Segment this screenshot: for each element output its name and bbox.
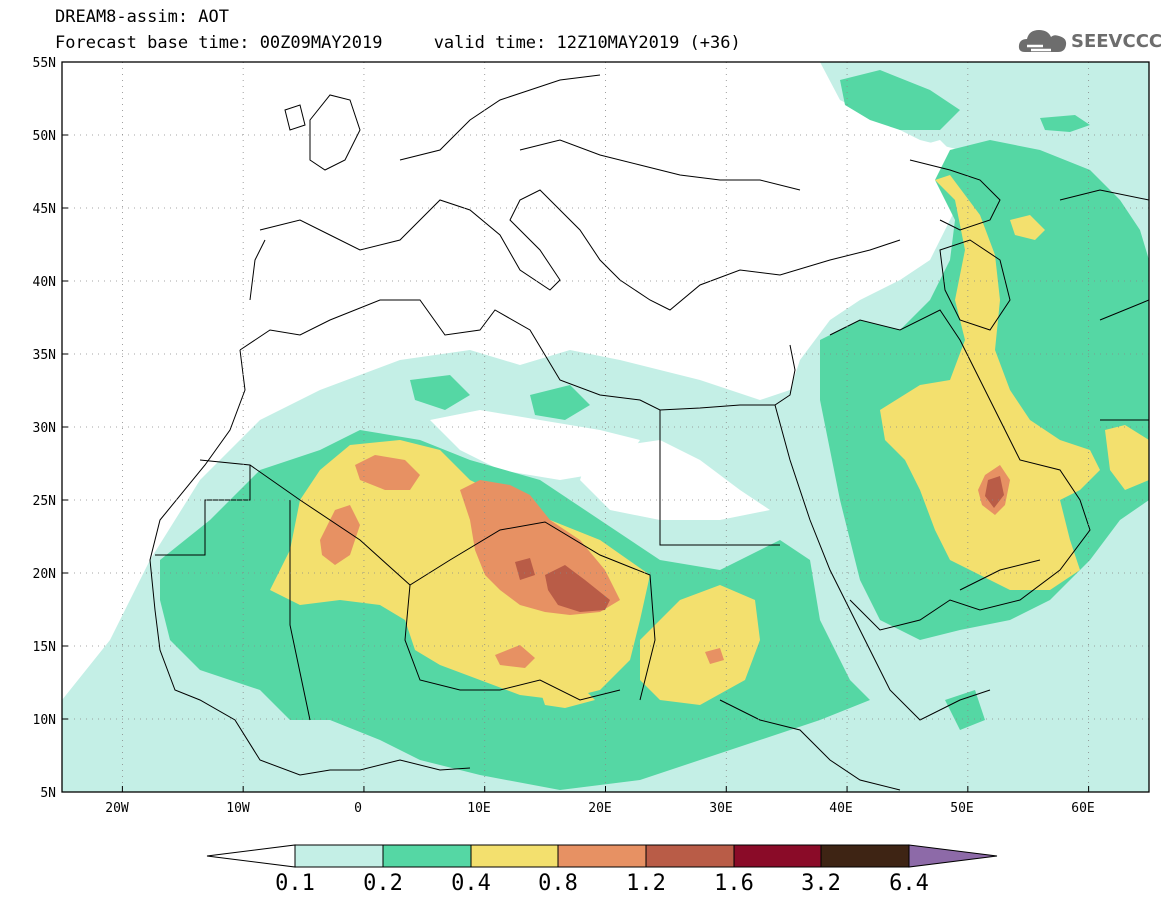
lon-label: 60E xyxy=(1071,801,1094,816)
coastlines xyxy=(149,74,1149,791)
colorbar-cell xyxy=(382,844,472,868)
lon-label: 50E xyxy=(950,801,973,816)
cloud-icon xyxy=(1018,30,1067,52)
lon-label: 20E xyxy=(588,801,611,816)
lat-label: 30N xyxy=(33,421,56,436)
lat-label: 10N xyxy=(33,713,56,728)
lon-label: 20W xyxy=(105,801,129,816)
colorbar-label: 0.4 xyxy=(451,871,491,896)
lon-label: 40E xyxy=(829,801,852,816)
colorbar-cell xyxy=(557,844,647,868)
colorbar-label: 1.2 xyxy=(626,871,666,896)
lat-label: 55N xyxy=(33,56,56,71)
colorbar-label: 3.2 xyxy=(801,871,841,896)
lon-label: 10W xyxy=(226,801,250,816)
lon-label: 30E xyxy=(709,801,732,816)
map-frame xyxy=(61,61,1150,793)
lon-label: 0 xyxy=(354,801,362,816)
lon-label: 10E xyxy=(467,801,490,816)
lat-label: 50N xyxy=(33,129,56,144)
colorbar-label: 6.4 xyxy=(889,871,929,896)
colorbar-cell xyxy=(645,844,735,868)
colorbar-cell xyxy=(820,844,910,868)
lat-label: 20N xyxy=(33,567,56,582)
lat-label: 5N xyxy=(40,786,56,801)
colorbar-cell xyxy=(733,844,822,868)
aot-field xyxy=(62,62,1149,792)
lat-label: 40N xyxy=(33,275,56,290)
lat-label: 15N xyxy=(33,640,56,655)
colorbar-cell xyxy=(470,844,559,868)
colorbar-cell xyxy=(294,844,384,868)
lat-lon-grid xyxy=(62,62,1149,792)
map-title: DREAM8-assim: AOT xyxy=(55,7,229,27)
colorbar-label: 1.6 xyxy=(714,871,754,896)
seevccc-logo: SEEVCCC xyxy=(1017,24,1162,58)
forecast-time-info: Forecast base time: 00Z09MAY2019 valid t… xyxy=(55,33,741,53)
colorbar-cell xyxy=(908,844,998,868)
colorbar-cell xyxy=(206,844,296,868)
colorbar-label: 0.8 xyxy=(538,871,578,896)
colorbar-label: 0.2 xyxy=(363,871,403,896)
colorbar-label: 0.1 xyxy=(275,871,315,896)
lat-label: 35N xyxy=(33,348,56,363)
lat-label: 25N xyxy=(33,494,56,509)
logo-text: SEEVCCC xyxy=(1071,31,1163,52)
lat-label: 45N xyxy=(33,202,56,217)
colorbar xyxy=(206,844,998,868)
